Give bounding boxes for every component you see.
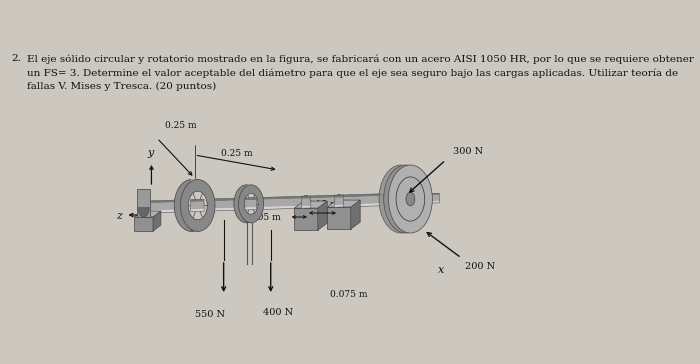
Polygon shape bbox=[190, 202, 204, 209]
Polygon shape bbox=[407, 195, 440, 202]
Polygon shape bbox=[195, 198, 248, 202]
Polygon shape bbox=[195, 200, 248, 209]
Polygon shape bbox=[138, 207, 149, 217]
Polygon shape bbox=[246, 221, 251, 223]
Text: x: x bbox=[438, 265, 444, 275]
Text: 400 N: 400 N bbox=[263, 308, 293, 317]
Text: 550 N: 550 N bbox=[195, 310, 225, 319]
Ellipse shape bbox=[239, 185, 264, 223]
Polygon shape bbox=[153, 211, 161, 231]
Polygon shape bbox=[190, 209, 204, 211]
Polygon shape bbox=[245, 198, 256, 200]
Polygon shape bbox=[401, 228, 410, 233]
Ellipse shape bbox=[302, 195, 310, 209]
Polygon shape bbox=[401, 165, 410, 170]
Polygon shape bbox=[306, 195, 407, 206]
Text: y: y bbox=[148, 148, 154, 158]
Polygon shape bbox=[294, 208, 318, 230]
Polygon shape bbox=[407, 201, 440, 204]
Text: fallas V. Mises y Tresca. (20 puntos): fallas V. Mises y Tresca. (20 puntos) bbox=[27, 82, 216, 91]
Polygon shape bbox=[190, 199, 204, 202]
Polygon shape bbox=[327, 207, 351, 229]
Text: 0.05 m: 0.05 m bbox=[249, 214, 281, 222]
Ellipse shape bbox=[379, 165, 423, 233]
Text: 0.25 m: 0.25 m bbox=[221, 149, 253, 158]
Ellipse shape bbox=[384, 165, 428, 233]
Polygon shape bbox=[335, 205, 344, 207]
Polygon shape bbox=[137, 189, 150, 217]
Polygon shape bbox=[248, 206, 306, 210]
Ellipse shape bbox=[181, 179, 215, 232]
Ellipse shape bbox=[406, 192, 415, 206]
Polygon shape bbox=[134, 217, 153, 231]
Polygon shape bbox=[195, 207, 249, 211]
Polygon shape bbox=[318, 201, 327, 230]
Polygon shape bbox=[334, 197, 344, 205]
Text: 2.: 2. bbox=[11, 54, 21, 63]
Polygon shape bbox=[306, 203, 407, 208]
Polygon shape bbox=[306, 193, 407, 198]
Text: un FS= 3. Determine el valor aceptable del diámetro para que el eje sea seguro b: un FS= 3. Determine el valor aceptable d… bbox=[27, 68, 678, 78]
Ellipse shape bbox=[239, 193, 253, 214]
Polygon shape bbox=[134, 211, 161, 217]
Polygon shape bbox=[192, 229, 197, 232]
Polygon shape bbox=[245, 200, 257, 207]
Text: 300 N: 300 N bbox=[453, 147, 483, 156]
Ellipse shape bbox=[335, 195, 343, 207]
Text: z: z bbox=[116, 211, 122, 221]
Polygon shape bbox=[145, 199, 195, 203]
Polygon shape bbox=[301, 196, 311, 199]
Polygon shape bbox=[294, 201, 327, 208]
Text: 0.075 m: 0.075 m bbox=[330, 290, 368, 299]
Polygon shape bbox=[192, 179, 197, 182]
Polygon shape bbox=[301, 198, 311, 206]
Polygon shape bbox=[246, 185, 251, 187]
Polygon shape bbox=[407, 193, 440, 196]
Polygon shape bbox=[145, 209, 195, 213]
Ellipse shape bbox=[182, 191, 201, 220]
Polygon shape bbox=[302, 206, 311, 208]
Polygon shape bbox=[248, 196, 306, 200]
Ellipse shape bbox=[174, 179, 209, 232]
Ellipse shape bbox=[234, 185, 259, 223]
Text: 200 N: 200 N bbox=[465, 262, 495, 271]
Polygon shape bbox=[334, 195, 344, 198]
Polygon shape bbox=[327, 200, 360, 207]
Ellipse shape bbox=[244, 193, 258, 214]
Text: 0.15 m: 0.15 m bbox=[307, 200, 338, 209]
Polygon shape bbox=[248, 198, 306, 207]
Polygon shape bbox=[245, 207, 257, 210]
Text: 0.25 m: 0.25 m bbox=[164, 121, 196, 130]
Text: El eje sólido circular y rotatorio mostrado en la figura, se fabricará con un ac: El eje sólido circular y rotatorio mostr… bbox=[27, 54, 694, 63]
Polygon shape bbox=[351, 200, 360, 229]
Ellipse shape bbox=[389, 165, 433, 233]
Ellipse shape bbox=[188, 191, 207, 220]
Polygon shape bbox=[145, 202, 195, 211]
